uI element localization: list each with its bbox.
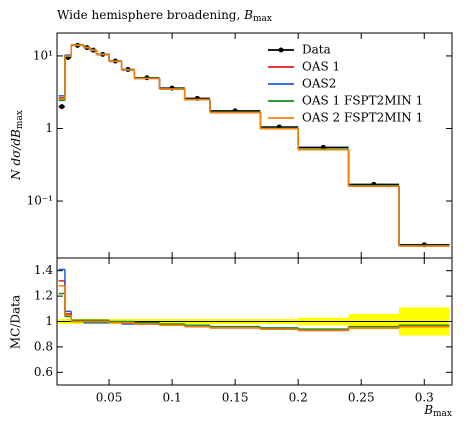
- title-sub: max: [253, 14, 272, 24]
- legend-label: OAS 1: [302, 60, 340, 74]
- legend-label: Data: [302, 43, 331, 57]
- title-var: B: [243, 8, 253, 22]
- plot-area: [58, 42, 450, 248]
- x-tick-label: 0.15: [222, 391, 249, 405]
- x-label-text: B: [423, 403, 433, 417]
- legend-label: OAS 2 FSPT2MIN 1: [302, 111, 423, 125]
- panel-frame: [56, 32, 453, 259]
- y-tick-label: 1: [45, 121, 53, 135]
- y-tick-label: 10¹: [33, 48, 53, 62]
- y-tick-label: 1.2: [34, 289, 53, 303]
- y-tick-label: 0.8: [34, 339, 53, 353]
- x-label-sub: max: [433, 409, 452, 419]
- plot-area: [57, 268, 452, 336]
- y-label-sub: max: [15, 110, 25, 129]
- y-tick-label: 0.6: [34, 365, 53, 379]
- chart-title: Wide hemisphere broadening, Bmax: [57, 8, 272, 24]
- x-tick-label: 0.1: [163, 391, 182, 405]
- legend-marker: [278, 47, 284, 53]
- x-axis-label: Bmax: [423, 403, 452, 419]
- y-tick-label: 1.4: [34, 263, 53, 277]
- legend-label: OAS 1 FSPT2MIN 1: [302, 94, 423, 108]
- y-tick-label: 10⁻¹: [27, 194, 53, 208]
- y-axis-label: N dσ/dBmax: [9, 110, 25, 181]
- y-label-text: N dσ/dB: [9, 129, 23, 181]
- x-tick-label: 0.2: [289, 391, 308, 405]
- y-tick-label: 1: [45, 314, 53, 328]
- title-text: Wide hemisphere broadening,: [57, 8, 244, 22]
- x-tick-label: 0.25: [348, 391, 375, 405]
- ratio-y-axis-label: MC/Data: [9, 295, 23, 349]
- x-tick-label: 0.05: [96, 391, 123, 405]
- x-tick-label: 0.3: [415, 391, 434, 405]
- legend-label: OAS2: [302, 77, 336, 91]
- data-point: [59, 104, 65, 110]
